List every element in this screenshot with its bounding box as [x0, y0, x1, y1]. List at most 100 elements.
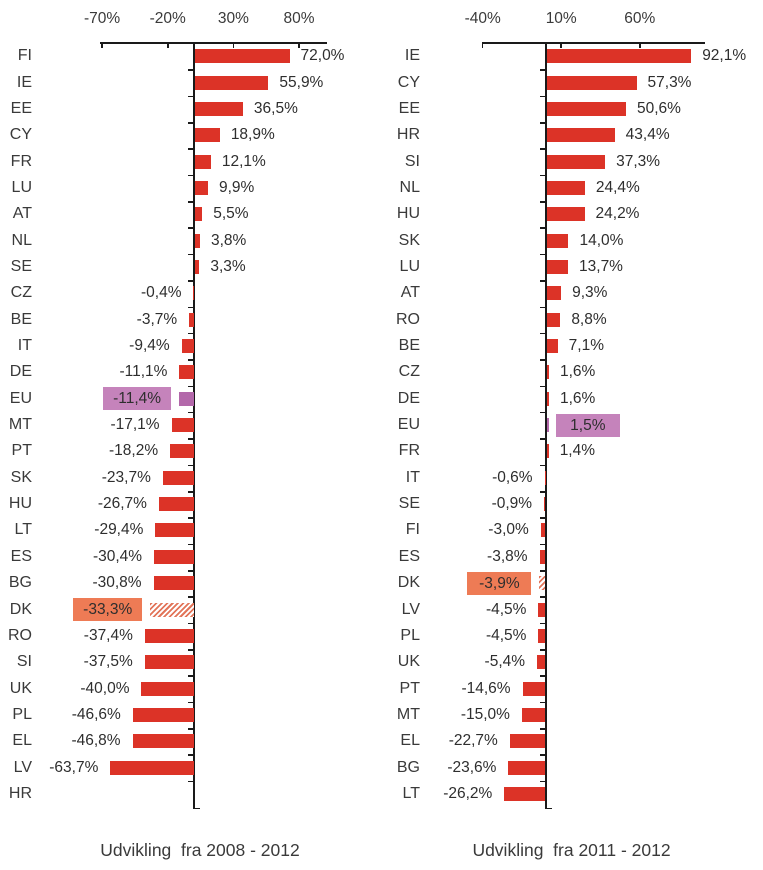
category-label: FI: [17, 47, 32, 65]
value-label: -30,4%: [92, 547, 143, 565]
y-axis-line: [193, 42, 195, 810]
y-axis-tick: [188, 253, 193, 256]
y-axis-tick: [188, 359, 193, 361]
bar: [195, 75, 269, 90]
bar: [538, 602, 546, 617]
bar: [546, 259, 569, 274]
bar: [141, 681, 194, 696]
category-label: ES: [10, 547, 32, 565]
y-axis-tick: [188, 622, 193, 625]
bar: [171, 418, 194, 433]
bar: [195, 49, 290, 64]
bar: [132, 734, 194, 749]
category-label: LU: [399, 257, 420, 275]
y-axis-tick: [188, 306, 193, 309]
bar: [544, 470, 546, 485]
value-label: 3,3%: [210, 257, 246, 275]
category-label: EL: [12, 732, 32, 750]
bar: [193, 286, 194, 301]
value-label: -0,4%: [140, 284, 182, 302]
value-label: -9,4%: [129, 337, 170, 355]
y-axis-tick: [539, 543, 545, 546]
bar: [546, 312, 561, 327]
x-axis-tick: [638, 42, 641, 48]
bar-highlight-dk: [150, 602, 194, 617]
category-label: FR: [10, 152, 32, 170]
bar: [546, 207, 585, 222]
chart-title-2008-2012: Udvikling fra 2008 - 2012: [100, 840, 300, 860]
value-label: 14,0%: [579, 231, 624, 249]
y-axis-end-tick: [194, 807, 200, 810]
chart-title-2011-2012: Udvikling fra 2011 - 2012: [472, 840, 671, 860]
bar-highlight-eu: [546, 418, 549, 433]
value-label: -22,7%: [448, 732, 498, 750]
category-label: DE: [9, 363, 32, 381]
category-label: AT: [12, 205, 32, 223]
value-label: 13,7%: [579, 257, 623, 275]
category-label: IT: [405, 468, 420, 486]
value-label: -4,5%: [485, 600, 527, 618]
category-label: LV: [401, 600, 420, 618]
value-label: -18,2%: [108, 442, 159, 460]
x-axis-tick: [166, 42, 169, 48]
bar: [544, 497, 546, 512]
x-axis-tick-label: 30%: [217, 10, 249, 27]
chart-2011-2012: Udvikling fra 2011 - 2012 -40% 10% 60% IE 92…: [380, 0, 763, 870]
y-axis-tick: [188, 122, 193, 124]
value-label: -37,4%: [83, 626, 133, 644]
value-label: -46,6%: [71, 705, 121, 723]
x-axis-line: [482, 42, 705, 44]
value-label-highlight: -3,9%: [467, 571, 532, 595]
y-axis-tick: [188, 411, 193, 414]
y-axis-tick: [539, 69, 545, 71]
value-label: 1,4%: [559, 442, 596, 460]
bar: [546, 75, 637, 90]
y-axis-end-tick: [545, 807, 552, 810]
y-axis-tick: [188, 385, 193, 388]
y-axis-tick: [539, 385, 545, 388]
x-axis-tick-label: -40%: [464, 10, 501, 27]
y-axis-tick: [188, 95, 193, 98]
category-label: HR: [396, 126, 420, 144]
value-label: -3,7%: [136, 310, 178, 328]
category-label: RO: [396, 310, 420, 328]
y-axis-tick: [539, 332, 545, 335]
y-axis-tick: [188, 332, 193, 335]
x-axis-tick: [298, 42, 300, 48]
value-label: -0,6%: [492, 468, 533, 486]
y-axis-tick: [539, 280, 545, 282]
value-label: -3,0%: [488, 521, 529, 539]
category-label: PT: [399, 679, 420, 697]
y-axis-tick: [188, 649, 193, 651]
bar: [538, 628, 546, 643]
y-axis-tick: [539, 649, 545, 651]
bar: [195, 154, 211, 169]
bar: [110, 760, 194, 775]
category-label: DE: [397, 389, 420, 407]
bar: [509, 734, 546, 749]
y-axis-tick: [539, 701, 545, 704]
value-label: -14,6%: [461, 679, 511, 697]
category-label: LU: [11, 178, 32, 196]
value-label: 57,3%: [647, 73, 692, 91]
category-label: ES: [398, 547, 420, 565]
category-label: SI: [404, 152, 420, 170]
category-label: UK: [9, 679, 32, 697]
x-axis-tick: [232, 42, 235, 48]
y-axis-tick: [188, 148, 193, 150]
category-label: AT: [400, 284, 420, 302]
y-axis-tick: [539, 490, 545, 493]
bar: [539, 549, 546, 564]
y-axis-tick: [539, 780, 545, 783]
bar: [546, 154, 606, 169]
category-label: EU: [9, 389, 32, 407]
x-axis-tick-label: 80%: [283, 10, 315, 27]
value-label: -23,7%: [101, 468, 151, 486]
category-label: NL: [399, 178, 420, 196]
value-label: -30,8%: [92, 574, 142, 592]
y-axis-tick: [188, 543, 193, 546]
bar: [170, 444, 194, 459]
x-axis-tick: [481, 42, 484, 48]
chart-2008-2012: Udvikling fra 2008 - 2012 -70% -20% 30% 80%…: [0, 0, 380, 870]
bar: [546, 101, 626, 116]
